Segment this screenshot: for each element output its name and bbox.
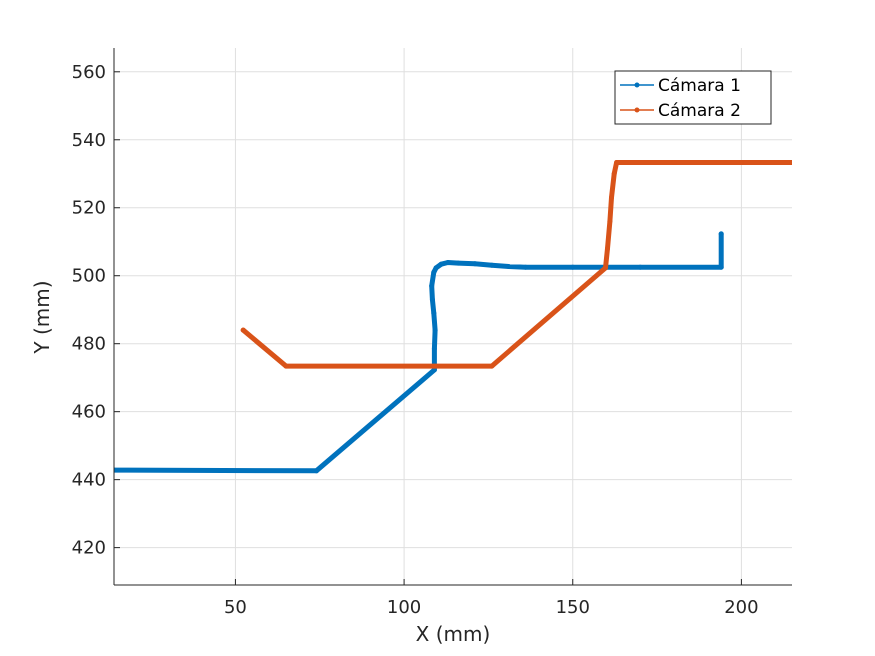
series-camara-2 bbox=[240, 160, 792, 369]
legend: Cámara 1 Cámara 2 bbox=[614, 70, 772, 125]
data-point-camara-2 bbox=[603, 265, 608, 271]
x-tick-label: 50 bbox=[224, 597, 247, 618]
axes bbox=[113, 48, 792, 586]
data-point-camara-2 bbox=[611, 171, 617, 177]
y-axis-label: Y (mm) bbox=[30, 280, 54, 354]
data-point-camara-1 bbox=[313, 468, 319, 474]
data-point-camara-2 bbox=[607, 218, 613, 224]
data-point-camara-2 bbox=[614, 160, 620, 165]
data-point-camara-1 bbox=[431, 346, 437, 352]
data-point-camara-1 bbox=[718, 264, 724, 270]
data-point-camara-1 bbox=[523, 264, 528, 270]
data-point-camara-1 bbox=[637, 264, 643, 270]
y-tick-label: 520 bbox=[72, 198, 106, 219]
grid bbox=[114, 48, 792, 585]
series-line-camara-1 bbox=[114, 231, 724, 474]
data-point-camara-1 bbox=[570, 264, 576, 270]
y-tick-label: 440 bbox=[72, 470, 106, 491]
data-point-camara-1 bbox=[431, 310, 437, 316]
data-point-camara-2 bbox=[240, 327, 246, 333]
data-point-camara-1 bbox=[429, 297, 435, 302]
x-axis-label: X (mm) bbox=[416, 622, 491, 646]
legend-label-camara-1: Cámara 1 bbox=[658, 76, 741, 96]
data-point-camara-1 bbox=[718, 231, 724, 237]
data-point-camara-1 bbox=[429, 283, 435, 289]
data-point-camara-2 bbox=[671, 160, 677, 165]
data-point-camara-1 bbox=[472, 261, 478, 267]
x-tick-label: 100 bbox=[387, 597, 421, 618]
legend-label-camara-2: Cámara 2 bbox=[658, 101, 741, 121]
data-point-camara-1 bbox=[455, 260, 461, 266]
data-point-camara-1 bbox=[431, 367, 437, 373]
data-point-camara-2 bbox=[489, 363, 495, 369]
y-tick-label: 420 bbox=[72, 538, 106, 559]
data-point-camara-1 bbox=[431, 269, 437, 275]
data-point-camara-1 bbox=[445, 260, 451, 265]
y-tick-label: 460 bbox=[72, 402, 106, 423]
data-point-camara-1 bbox=[432, 327, 438, 333]
legend-marker-camara-2 bbox=[634, 107, 640, 113]
data-point-camara-1 bbox=[489, 262, 495, 268]
x-tick-label: 200 bbox=[724, 597, 758, 618]
data-point-camara-1 bbox=[114, 467, 117, 473]
y-tick-label: 560 bbox=[72, 62, 106, 83]
data-point-camara-1 bbox=[438, 261, 444, 267]
data-point-camara-2 bbox=[609, 195, 614, 200]
y-tick-label: 480 bbox=[72, 334, 106, 355]
data-point-camara-1 bbox=[433, 265, 439, 271]
tick-labels: 50 100 150 200 420 440 460 480 500 520 540 560 bbox=[72, 62, 759, 618]
data-point-camara-2 bbox=[738, 160, 744, 165]
data-point-camara-2 bbox=[605, 246, 610, 251]
x-tick-label: 150 bbox=[556, 597, 590, 618]
legend-box bbox=[614, 70, 772, 125]
series-line-camara-2 bbox=[240, 160, 792, 369]
data-point-camara-2 bbox=[283, 363, 289, 369]
data-point-camara-2 bbox=[789, 160, 792, 165]
data-point-camara-1 bbox=[506, 264, 512, 269]
series-layer bbox=[114, 160, 792, 474]
y-tick-label: 500 bbox=[72, 266, 106, 287]
legend-marker-camara-1 bbox=[634, 82, 640, 88]
y-tick-label: 540 bbox=[72, 130, 106, 151]
series-camara-1 bbox=[114, 231, 724, 474]
